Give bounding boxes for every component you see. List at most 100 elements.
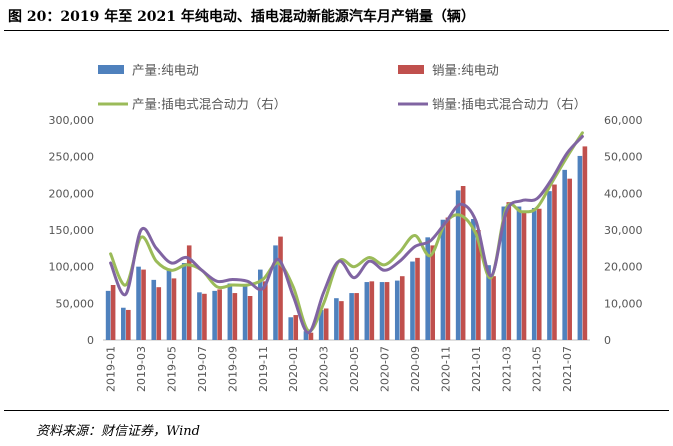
x-tick-label: 2019-01 xyxy=(105,346,118,392)
right-axis-tick-label: 10,000 xyxy=(604,297,643,310)
x-tick-label: 2020-09 xyxy=(409,346,422,392)
bar-sales-bev xyxy=(247,296,253,340)
x-tick-label: 2019-03 xyxy=(135,346,148,392)
bar-sales-bev xyxy=(126,309,131,340)
x-tick-label: 2021-07 xyxy=(561,346,574,392)
x-tick-label: 2020-07 xyxy=(379,346,392,392)
bar-production-bev xyxy=(471,219,476,340)
legend-swatch xyxy=(98,65,124,74)
x-tick-label: 2020-01 xyxy=(287,346,300,392)
bar-production-bev xyxy=(410,261,415,340)
bar-production-bev xyxy=(273,245,278,340)
legend-swatch xyxy=(398,65,424,74)
bar-production-bev xyxy=(486,265,491,340)
bar-sales-bev xyxy=(171,278,177,340)
bar-production-bev xyxy=(349,293,354,340)
bar-production-bev xyxy=(425,237,431,340)
bar-sales-bev xyxy=(491,276,496,340)
x-tick-label: 2021-01 xyxy=(470,346,483,392)
bar-production-bev xyxy=(303,331,309,340)
right-axis-tick-label: 20,000 xyxy=(604,261,643,274)
bar-sales-bev xyxy=(521,210,527,340)
source-note: 资料来源：财信证券，Wind xyxy=(36,424,200,439)
bar-sales-bev xyxy=(460,186,466,340)
right-axis-tick-label: 40,000 xyxy=(604,187,643,200)
bar-sales-bev xyxy=(536,208,542,340)
bar-sales-bev xyxy=(506,202,512,340)
left-axis-tick-label: 250,000 xyxy=(49,151,95,164)
bar-sales-bev xyxy=(476,230,481,340)
right-axis-tick-label: 0 xyxy=(604,334,611,347)
bar-sales-bev xyxy=(445,217,451,340)
bar-sales-bev xyxy=(141,269,146,340)
legend-label: 产量:纯电动 xyxy=(132,63,199,78)
left-axis-tick-label: 50,000 xyxy=(56,297,95,310)
bar-production-bev xyxy=(318,309,324,340)
x-tick-label: 2019-07 xyxy=(196,346,209,392)
bar-production-bev xyxy=(227,283,233,340)
x-tick-label: 2021-03 xyxy=(500,346,513,392)
bar-sales-bev xyxy=(552,184,557,340)
x-tick-label: 2019-05 xyxy=(165,346,178,392)
bar-sales-bev xyxy=(384,282,390,340)
left-axis-tick-label: 100,000 xyxy=(49,261,95,274)
bar-sales-bev xyxy=(339,301,344,340)
bar-production-bev xyxy=(105,290,111,340)
title-rule xyxy=(4,30,669,31)
bar-production-bev xyxy=(379,282,385,340)
bar-sales-bev xyxy=(430,245,436,340)
bar-production-bev xyxy=(440,219,446,340)
right-axis-tick-label: 50,000 xyxy=(604,151,643,164)
bar-production-bev xyxy=(562,169,567,340)
legend-label: 销量:纯电动 xyxy=(432,63,499,78)
legend-label: 销量:插电式混合动力（右） xyxy=(432,97,586,112)
bar-production-bev xyxy=(334,298,339,340)
left-axis-tick-label: 300,000 xyxy=(49,114,95,127)
bar-sales-bev xyxy=(262,281,268,340)
figure-title: 图 20：2019 年至 2021 年纯电动、插电混动新能源汽车月产销量（辆） xyxy=(8,9,475,25)
bar-sales-bev xyxy=(567,178,572,340)
bar-production-bev xyxy=(547,191,552,340)
bar-production-bev xyxy=(394,280,400,340)
x-tick-label: 2021-05 xyxy=(531,346,544,392)
right-axis-tick-label: 60,000 xyxy=(604,114,643,127)
left-axis-tick-label: 0 xyxy=(87,334,94,347)
bar-production-bev xyxy=(121,307,126,340)
bar-sales-bev xyxy=(354,293,359,340)
bar-production-bev xyxy=(577,155,583,340)
bar-sales-bev xyxy=(369,281,375,340)
bar-production-bev xyxy=(288,317,294,340)
bar-production-bev xyxy=(212,290,217,340)
bar-production-bev xyxy=(136,266,141,340)
bar-production-bev xyxy=(242,285,248,340)
x-tick-label: 2019-11 xyxy=(257,346,270,392)
bar-production-bev xyxy=(181,263,187,340)
bar-production-bev xyxy=(455,190,461,340)
bar-production-bev xyxy=(531,208,537,340)
bar-sales-bev xyxy=(110,285,116,340)
bar-sales-bev xyxy=(323,308,329,340)
x-tick-label: 2020-05 xyxy=(348,346,361,392)
bar-sales-bev xyxy=(415,257,420,340)
bar-sales-bev xyxy=(202,293,207,340)
bar-production-bev xyxy=(197,292,202,340)
bar-sales-bev xyxy=(186,245,192,340)
x-tick-label: 2019-09 xyxy=(226,346,239,392)
bar-production-bev xyxy=(516,206,522,340)
bar-sales-bev xyxy=(399,276,405,340)
bar-sales-bev xyxy=(308,332,314,340)
left-axis-tick-label: 150,000 xyxy=(49,224,95,237)
bar-production-bev xyxy=(166,270,172,340)
bar-sales-bev xyxy=(582,146,588,340)
bar-sales-bev xyxy=(278,236,283,340)
legend-label: 产量:插电式混合动力（右） xyxy=(132,97,286,112)
bar-sales-bev xyxy=(217,289,222,340)
bar-sales-bev xyxy=(232,293,238,340)
source-rule xyxy=(4,410,669,411)
x-tick-label: 2020-03 xyxy=(318,346,331,392)
x-tick-label: 2020-11 xyxy=(439,346,452,392)
line-sales-phev xyxy=(109,135,584,335)
bar-production-bev xyxy=(364,282,370,340)
bar-sales-bev xyxy=(156,287,162,340)
